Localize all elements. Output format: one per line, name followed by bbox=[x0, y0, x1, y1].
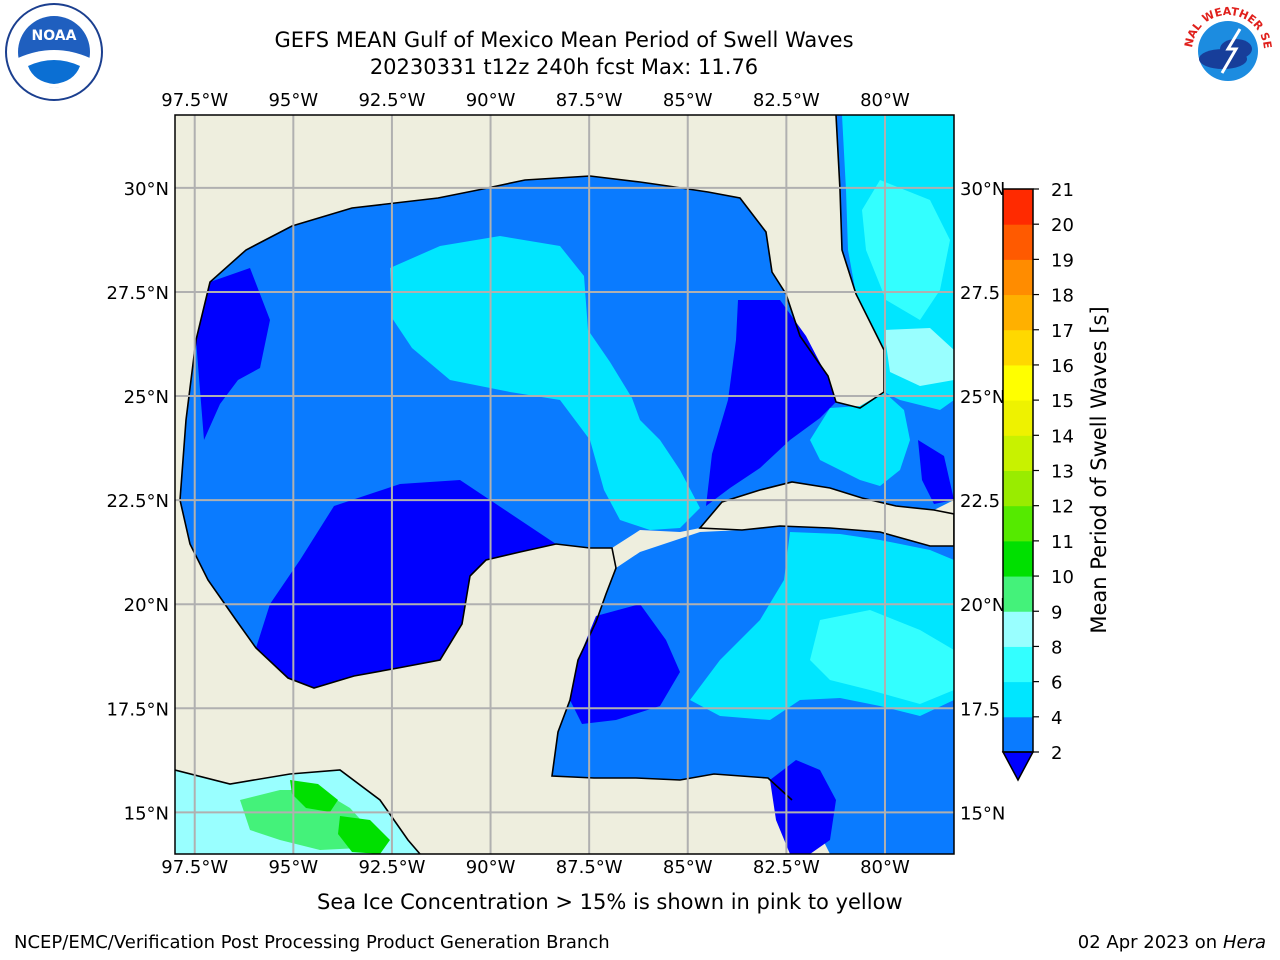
lat-label-left: 30°N bbox=[124, 179, 169, 200]
lat-label-right: 30°N bbox=[960, 179, 1005, 200]
coastline bbox=[175, 769, 421, 854]
lat-label-left: 15°N bbox=[124, 803, 169, 824]
colorbar-segment bbox=[1003, 189, 1033, 225]
swell-band-lighter bbox=[810, 610, 954, 704]
coastline-cuba bbox=[698, 481, 954, 547]
lon-label-bottom: 92.5°W bbox=[358, 857, 425, 878]
colorbar-segment bbox=[1003, 681, 1033, 718]
colorbar-tick-label: 16 bbox=[1051, 356, 1074, 377]
lon-label-top: 85°W bbox=[663, 90, 713, 111]
lon-label-bottom: 82.5°W bbox=[753, 857, 820, 878]
colorbar-tick-label: 11 bbox=[1051, 532, 1074, 553]
lon-label-bottom: 97.5°W bbox=[161, 857, 228, 878]
swell-band-deep bbox=[706, 300, 836, 506]
coastline bbox=[179, 499, 793, 801]
lat-label-right: 25°N bbox=[960, 387, 1005, 408]
colorbar-tick-label: 17 bbox=[1051, 321, 1074, 342]
colorbar-tick-label: 13 bbox=[1051, 462, 1074, 483]
swell-band-deep bbox=[918, 440, 954, 504]
lon-labels-top: 97.5°W 95°W 92.5°W 90°W 87.5°W 85°W 82.5°W 80°W bbox=[161, 90, 910, 111]
lon-label-bottom: 85°W bbox=[663, 857, 713, 878]
swell-band-deep bbox=[570, 604, 680, 724]
pacific-band bbox=[338, 816, 390, 854]
colorbar-segment bbox=[1003, 329, 1033, 366]
machine-name: Hera bbox=[1222, 932, 1266, 953]
lon-label-top: 90°W bbox=[466, 90, 516, 111]
lat-label-right: 15°N bbox=[960, 803, 1005, 824]
colorbar-tick-label: 19 bbox=[1051, 250, 1074, 271]
colorbar-segment bbox=[1003, 505, 1033, 542]
lat-labels-left: 30°N 27.5°N 25°N 22.5°N 20°N 17.5°N 15°N bbox=[106, 179, 169, 825]
lon-label-top: 97.5°W bbox=[161, 90, 228, 111]
colorbar-segment bbox=[1003, 435, 1033, 471]
lon-label-top: 80°W bbox=[860, 90, 910, 111]
swell-band-light bbox=[390, 236, 700, 530]
map-grid bbox=[175, 115, 954, 854]
lon-label-top: 95°W bbox=[268, 90, 318, 111]
colorbar-tick-label: 21 bbox=[1051, 180, 1074, 201]
colorbar-segment bbox=[1003, 716, 1033, 753]
noaa-logo: NOAA bbox=[4, 2, 104, 106]
colorbar-segment bbox=[1003, 540, 1033, 577]
colorbar-tick-label: 8 bbox=[1051, 637, 1062, 658]
colorbar: 2 4 6 8 9 10 11 12 13 14 15 16 17 18 19 20 21 bbox=[1001, 180, 1074, 782]
lat-label-left: 22.5°N bbox=[106, 491, 169, 512]
sea-ice-note: Sea Ice Concentration > 15% is shown in … bbox=[317, 890, 903, 914]
colorbar-tick-label: 10 bbox=[1051, 567, 1074, 588]
swell-band-deep bbox=[256, 480, 556, 688]
nws-logo: NATIONAL WEATHER SERVICE bbox=[1173, 0, 1278, 103]
map-frame bbox=[174, 114, 955, 855]
credit-text: NCEP/EMC/Verification Post Processing Pr… bbox=[14, 932, 610, 953]
colorbar-tick-label: 4 bbox=[1051, 708, 1062, 729]
colorbar-segment bbox=[1003, 294, 1033, 331]
lon-label-top: 82.5°W bbox=[753, 90, 820, 111]
colorbar-segment bbox=[1003, 224, 1033, 260]
run-date-text: 02 Apr 2023 on bbox=[1077, 932, 1223, 953]
colorbar-segment bbox=[1003, 259, 1033, 296]
colorbar-tick-label: 12 bbox=[1051, 497, 1074, 518]
lat-label-right: 27.5 bbox=[960, 283, 1000, 304]
colorbar-segment bbox=[1003, 611, 1033, 647]
run-date: 02 Apr 2023 on Hera bbox=[1078, 932, 1266, 953]
lon-label-bottom: 90°W bbox=[466, 857, 516, 878]
colorbar-extend-arrow bbox=[1001, 751, 1035, 782]
lon-labels-bottom: 97.5°W 95°W 92.5°W 90°W 87.5°W 85°W 82.5°W 80°W bbox=[161, 857, 910, 878]
colorbar-segment bbox=[1003, 576, 1033, 612]
lon-label-bottom: 80°W bbox=[860, 857, 910, 878]
colorbar-tick-label: 2 bbox=[1051, 743, 1062, 764]
chart-subtitle: 20230331 t12z 240h fcst Max: 11.76 bbox=[369, 55, 759, 79]
colorbar-tick-label: 18 bbox=[1051, 286, 1074, 307]
noaa-logo-text: NOAA bbox=[32, 28, 77, 44]
colorbar-tick-label: 15 bbox=[1051, 391, 1074, 412]
lat-label-right: 20°N bbox=[960, 595, 1005, 616]
colorbar-segment bbox=[1003, 364, 1033, 401]
lat-label-right: 22.5 bbox=[960, 491, 1000, 512]
colorbar-tick-label: 14 bbox=[1051, 426, 1074, 447]
colorbar-segment bbox=[1003, 646, 1033, 683]
colorbar-tick-label: 20 bbox=[1051, 215, 1074, 236]
lat-label-left: 27.5°N bbox=[106, 283, 169, 304]
pacific-band bbox=[240, 790, 370, 850]
lat-labels-right: 30°N 27.5 25°N 22.5 20°N 17.5 15°N bbox=[960, 179, 1005, 825]
lat-label-left: 25°N bbox=[124, 387, 169, 408]
lon-label-bottom: 95°W bbox=[268, 857, 318, 878]
colorbar-tick-label: 9 bbox=[1051, 602, 1062, 623]
swell-band-lightest bbox=[884, 328, 954, 386]
lat-label-left: 20°N bbox=[124, 595, 169, 616]
lon-label-bottom: 87.5°W bbox=[556, 857, 623, 878]
pacific-band bbox=[290, 780, 338, 812]
colorbar-segment bbox=[1003, 400, 1033, 436]
colorbar-tick-label: 6 bbox=[1051, 673, 1062, 694]
lat-label-right: 17.5 bbox=[960, 699, 1000, 720]
chart-title: GEFS MEAN Gulf of Mexico Mean Period of … bbox=[274, 28, 854, 52]
lat-label-left: 17.5°N bbox=[106, 699, 169, 720]
colorbar-label: Mean Period of Swell Waves [s] bbox=[1087, 306, 1111, 633]
lon-label-top: 92.5°W bbox=[358, 90, 425, 111]
lon-label-top: 87.5°W bbox=[556, 90, 623, 111]
colorbar-segment bbox=[1003, 470, 1033, 507]
map-area bbox=[175, 115, 954, 854]
